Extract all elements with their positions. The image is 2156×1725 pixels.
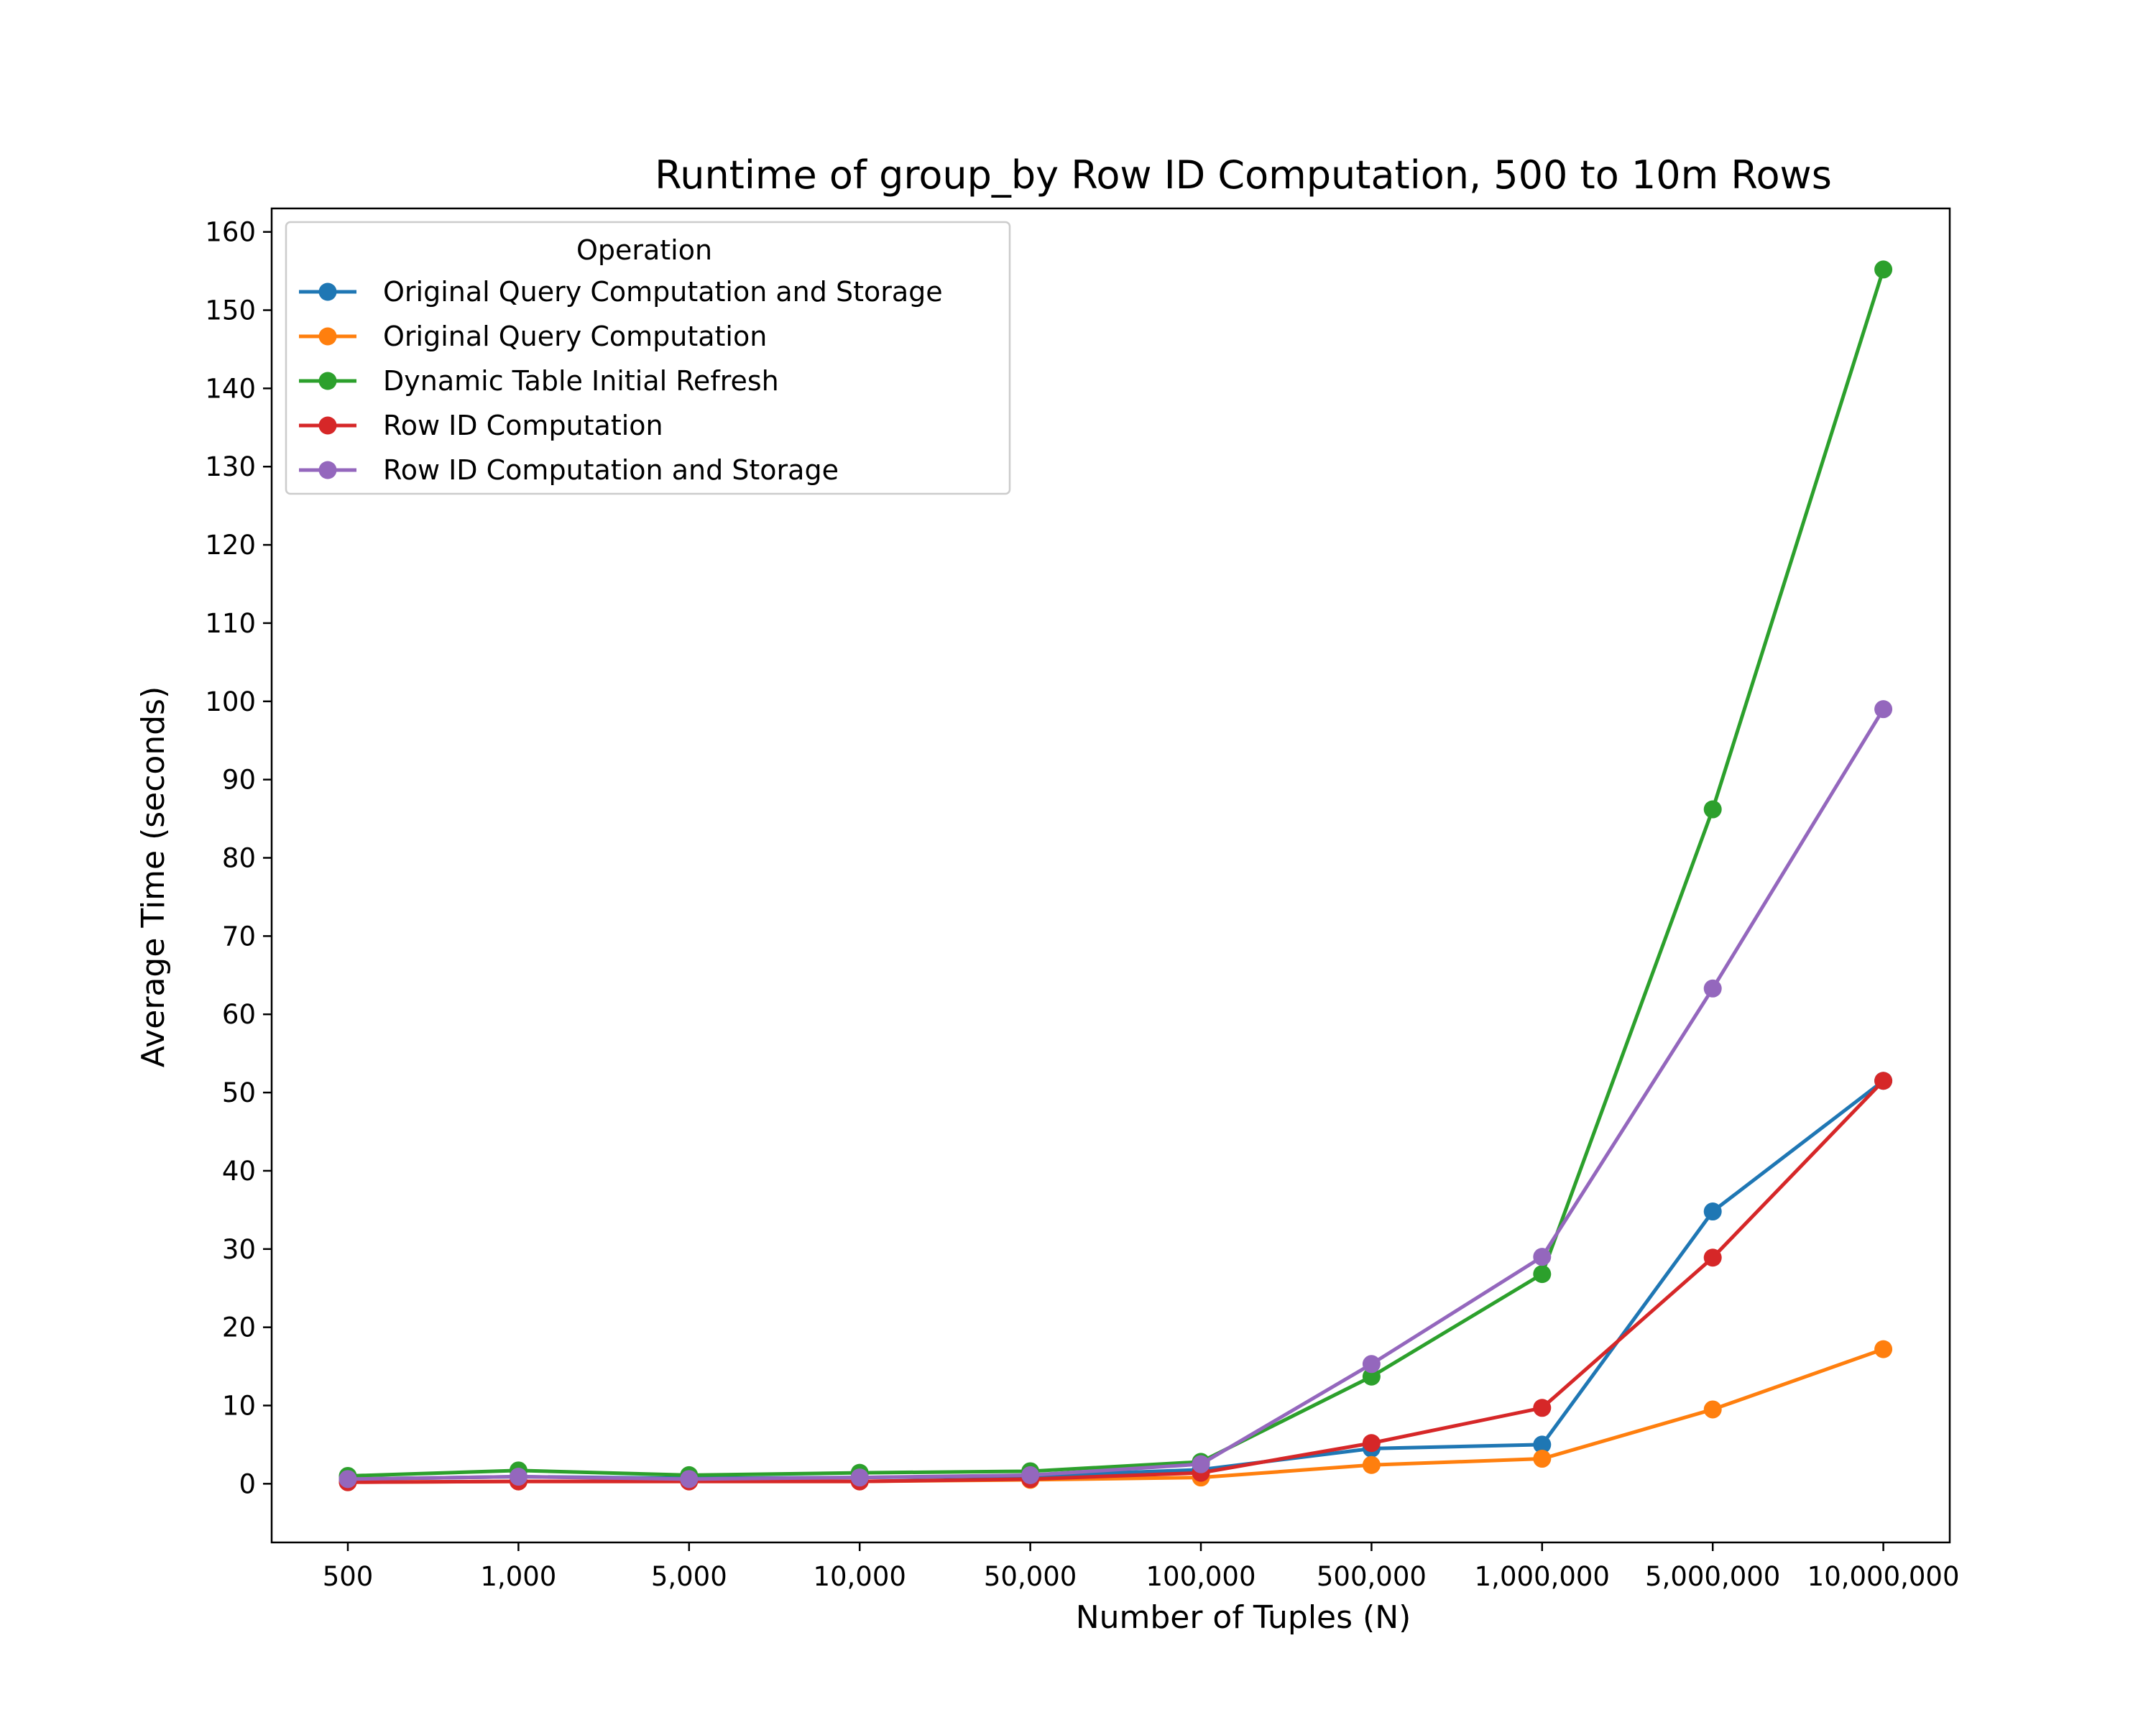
x-tick-label: 100,000 <box>1146 1561 1256 1592</box>
data-point <box>1533 1435 1552 1454</box>
legend-entry: Row ID Computation <box>299 410 663 441</box>
y-tick-label: 40 <box>222 1156 256 1187</box>
legend-entry: Original Query Computation <box>299 321 767 352</box>
y-tick-label: 80 <box>222 843 256 874</box>
data-point <box>1533 1248 1552 1266</box>
legend-marker <box>318 416 337 435</box>
data-point <box>1362 1367 1381 1386</box>
legend-label: Dynamic Table Initial Refresh <box>383 365 779 397</box>
data-point <box>1362 1455 1381 1474</box>
y-tick-label: 140 <box>205 373 256 404</box>
legend-title: Operation <box>576 234 712 266</box>
series-line <box>347 1347 1884 1484</box>
legend-label: Row ID Computation <box>383 410 663 441</box>
y-tick-label: 90 <box>222 765 256 796</box>
data-point <box>1533 1265 1552 1284</box>
legend-label: Row ID Computation and Storage <box>383 454 839 486</box>
data-point <box>1874 260 1893 279</box>
y-tick-label: 0 <box>239 1468 256 1499</box>
legend-box <box>285 221 1011 495</box>
legend-entry: Original Query Computation and Storage <box>299 276 943 308</box>
data-point <box>1874 700 1893 719</box>
x-tick-label: 1,000 <box>480 1561 556 1592</box>
legend-marker <box>318 372 337 390</box>
x-tick-label: 50,000 <box>984 1561 1077 1592</box>
x-tick-label: 10,000,000 <box>1807 1561 1960 1592</box>
data-point <box>850 1468 869 1487</box>
y-tick-label: 150 <box>205 295 256 326</box>
y-tick-label: 160 <box>205 217 256 248</box>
series-line <box>347 269 1885 1478</box>
y-tick-label: 120 <box>205 530 256 561</box>
data-point <box>680 1470 699 1489</box>
legend-label: Original Query Computation <box>383 321 767 352</box>
legend-label: Original Query Computation and Storage <box>383 276 943 308</box>
y-tick-label: 30 <box>222 1234 256 1265</box>
x-tick-label: 5,000,000 <box>1645 1561 1780 1592</box>
plot-area: 0 10 20 30 40 50 60 70 80 90 100 110 120 130 140 150 160… <box>205 207 1960 1592</box>
series-5 <box>338 700 1893 1489</box>
legend-marker <box>318 461 337 479</box>
chart-title: Runtime of group_by Row ID Computation, … <box>655 152 1832 198</box>
legend-entry: Dynamic Table Initial Refresh <box>299 365 779 397</box>
y-tick-label: 60 <box>222 999 256 1030</box>
x-tick-label: 5,000 <box>651 1561 727 1592</box>
x-tick-label: 500,000 <box>1317 1561 1427 1592</box>
data-point <box>338 1470 357 1489</box>
series-line <box>347 1079 1885 1481</box>
data-point <box>1533 1399 1552 1417</box>
data-point <box>509 1468 528 1486</box>
data-point <box>1874 1072 1893 1090</box>
data-point <box>1362 1355 1381 1374</box>
series-line <box>347 708 1885 1481</box>
series-line <box>347 1080 1885 1484</box>
legend: Operation Original Query Computation and … <box>285 221 1011 495</box>
legend-marker <box>318 327 337 346</box>
x-tick-label: 10,000 <box>813 1561 906 1592</box>
plot-frame <box>270 207 1951 1544</box>
data-point <box>1703 979 1722 998</box>
x-tick-label: 1,000,000 <box>1475 1561 1610 1592</box>
data-point <box>1703 1400 1722 1419</box>
y-tick-label: 10 <box>222 1391 256 1422</box>
y-tick-label: 100 <box>205 686 256 717</box>
data-point <box>1874 1340 1893 1358</box>
data-point <box>1703 1202 1722 1221</box>
data-point <box>1703 1248 1722 1267</box>
y-tick-label: 70 <box>222 921 256 952</box>
y-tick-label: 50 <box>222 1077 256 1108</box>
data-point <box>1533 1450 1552 1468</box>
data-point <box>1362 1434 1381 1453</box>
y-tick-label: 110 <box>205 608 256 639</box>
data-point <box>1192 1455 1210 1473</box>
y-tick-label: 130 <box>205 451 256 482</box>
legend-marker <box>318 282 337 301</box>
legend-entry: Row ID Computation and Storage <box>299 454 839 486</box>
y-axis-label: Average Time (seconds) <box>135 686 172 1068</box>
x-tick-label: 500 <box>323 1561 374 1592</box>
x-axis-label: Number of Tuples (N) <box>1076 1599 1411 1636</box>
data-point <box>1021 1466 1040 1484</box>
y-tick-label: 20 <box>222 1312 256 1343</box>
data-point <box>1703 800 1722 819</box>
